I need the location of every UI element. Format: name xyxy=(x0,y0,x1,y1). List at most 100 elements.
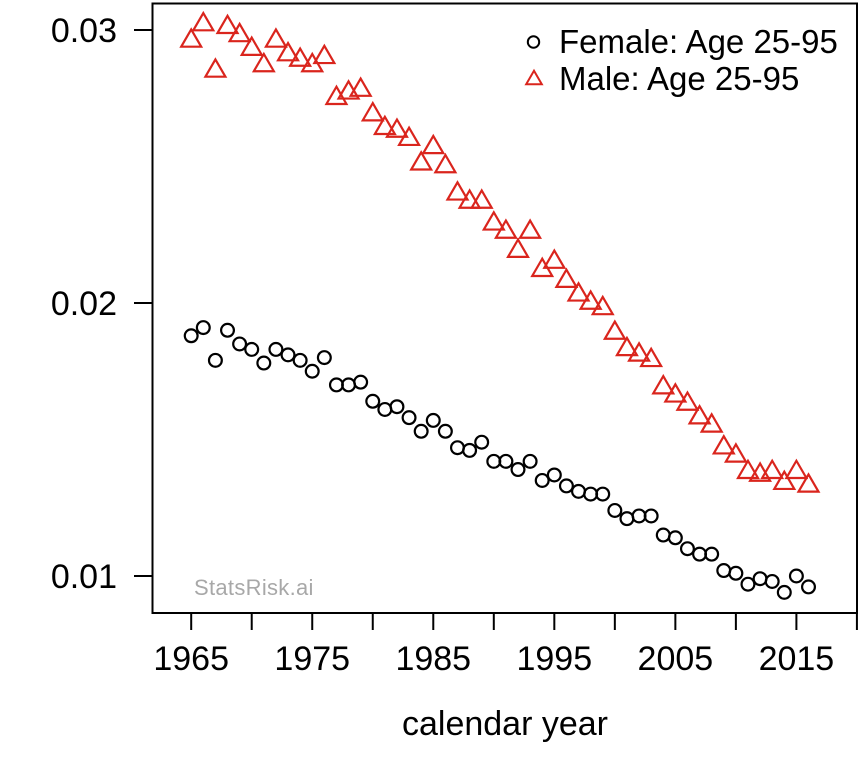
data-point-female xyxy=(583,486,599,502)
data-point-male xyxy=(215,13,240,35)
data-point-male xyxy=(566,281,591,302)
data-point-male xyxy=(469,188,494,209)
data-point-female xyxy=(655,527,671,543)
data-point-female xyxy=(389,399,405,415)
data-point-male xyxy=(251,51,276,73)
data-point-male xyxy=(796,472,821,493)
data-point-female xyxy=(776,584,792,600)
data-point-female xyxy=(692,546,708,562)
data-point-male xyxy=(481,210,506,231)
legend-label-male: Male: Age 25-95 xyxy=(559,59,800,97)
x-tick-label: 2005 xyxy=(637,640,714,678)
data-point-male xyxy=(602,319,627,340)
data-point-female xyxy=(716,563,732,579)
x-tick-label: 1995 xyxy=(516,640,593,678)
data-point-male xyxy=(348,76,373,97)
data-point-female xyxy=(232,336,248,352)
legend-label-female: Female: Age 25-95 xyxy=(559,22,838,60)
data-point-male xyxy=(191,10,216,32)
data-point-female xyxy=(486,453,502,469)
data-point-male xyxy=(736,458,760,480)
legend-item-male: Male: Age 25-95 xyxy=(521,60,838,97)
data-point-female xyxy=(292,352,308,368)
data-point-male xyxy=(264,27,288,48)
data-point-female xyxy=(704,546,720,562)
data-point-male xyxy=(203,57,228,78)
data-point-male xyxy=(711,433,736,455)
data-point-female xyxy=(728,565,744,581)
data-point-female xyxy=(788,568,804,584)
data-point-female xyxy=(546,467,562,483)
data-point-female xyxy=(280,347,296,363)
data-point-female xyxy=(631,508,647,524)
data-point-female xyxy=(740,576,756,592)
data-point-female xyxy=(498,453,514,469)
data-point-female xyxy=(595,486,611,502)
data-point-male xyxy=(651,373,676,395)
data-point-female xyxy=(425,412,441,428)
y-tick-label: 0.01 xyxy=(50,558,117,596)
data-point-female xyxy=(413,423,429,439)
data-point-male xyxy=(506,237,530,258)
data-point-male xyxy=(360,100,385,122)
data-point-female xyxy=(619,511,635,527)
data-point-male xyxy=(397,125,421,147)
data-point-male xyxy=(760,458,785,480)
data-point-female xyxy=(510,462,526,478)
data-point-female xyxy=(667,530,683,546)
data-point-male xyxy=(784,458,809,480)
data-point-female xyxy=(365,393,381,409)
data-point-female xyxy=(353,374,369,390)
triangle-marker-icon xyxy=(524,68,544,85)
x-tick-label: 1975 xyxy=(274,640,351,678)
y-tick-label: 0.03 xyxy=(50,12,117,50)
data-point-male xyxy=(627,341,651,362)
data-point-male xyxy=(639,346,664,368)
data-point-female xyxy=(268,341,284,357)
data-point-female xyxy=(474,434,490,450)
data-point-male xyxy=(409,150,434,171)
data-point-female xyxy=(220,322,236,338)
data-point-female xyxy=(449,440,465,456)
plot-border xyxy=(151,2,858,614)
data-point-male xyxy=(276,40,300,62)
y-tick-label: 0.02 xyxy=(50,285,117,323)
legend: Female: Age 25-95 Male: Age 25-95 xyxy=(521,23,838,97)
data-point-male xyxy=(578,289,603,310)
data-point-female xyxy=(522,453,538,469)
data-point-female xyxy=(195,320,211,336)
data-point-female xyxy=(752,571,768,587)
data-point-male xyxy=(433,152,458,174)
legend-item-female: Female: Age 25-95 xyxy=(521,23,838,60)
data-point-male xyxy=(542,248,567,269)
data-point-male xyxy=(723,442,748,463)
data-point-male xyxy=(663,382,688,403)
data-point-male xyxy=(239,35,264,56)
data-point-male xyxy=(493,218,518,239)
x-tick-label: 1985 xyxy=(395,640,472,678)
data-point-male xyxy=(687,403,712,425)
data-point-male xyxy=(227,21,252,43)
data-point-female xyxy=(244,341,260,357)
data-point-female xyxy=(341,377,357,393)
data-point-female xyxy=(304,363,320,379)
data-point-female xyxy=(643,508,659,524)
x-tick-label: 2015 xyxy=(758,640,835,678)
data-point-male xyxy=(372,114,397,136)
data-point-female xyxy=(534,472,550,488)
data-point-female xyxy=(316,350,332,366)
x-axis-title: calendar year xyxy=(401,705,609,743)
data-point-male xyxy=(312,43,337,65)
data-point-female xyxy=(462,442,478,458)
data-point-female xyxy=(207,352,223,368)
data-point-female xyxy=(764,573,780,589)
circle-marker-icon xyxy=(526,34,541,49)
data-point-male xyxy=(421,133,446,155)
data-point-male xyxy=(615,335,639,357)
data-point-male xyxy=(288,46,313,67)
data-point-male xyxy=(445,180,470,201)
data-point-male xyxy=(385,117,409,138)
data-point-male xyxy=(518,218,543,239)
